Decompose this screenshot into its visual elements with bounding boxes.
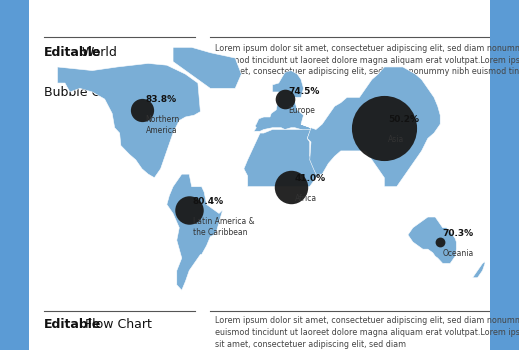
Polygon shape (173, 47, 241, 89)
Text: 83.8%: 83.8% (146, 96, 177, 105)
Point (185, 207, 194, 213)
Text: Latin America &
the Caribbean: Latin America & the Caribbean (193, 217, 254, 237)
Text: 41.0%: 41.0% (295, 174, 326, 183)
Polygon shape (472, 262, 485, 278)
Text: World: World (81, 46, 117, 58)
Text: 80.4%: 80.4% (193, 197, 224, 206)
Polygon shape (167, 174, 223, 290)
Polygon shape (254, 71, 311, 133)
Text: Lorem ipsum dolor sit amet, consectetuer adipiscing elit, sed diam nonummy nibh
: Lorem ipsum dolor sit amet, consectetuer… (215, 44, 519, 76)
Text: Asia: Asia (388, 135, 404, 144)
Text: Flow Chart: Flow Chart (81, 318, 153, 331)
FancyBboxPatch shape (490, 0, 519, 350)
Polygon shape (301, 67, 440, 187)
Text: 74.5%: 74.5% (289, 86, 320, 96)
Text: Lorem ipsum dolor sit amet, consectetuer adipiscing elit, sed diam nonummy nibh
: Lorem ipsum dolor sit amet, consectetuer… (215, 316, 519, 349)
Polygon shape (408, 217, 456, 264)
Point (380, 125, 388, 131)
Text: Oceania: Oceania (443, 249, 474, 258)
FancyBboxPatch shape (0, 0, 29, 350)
Text: 70.3%: 70.3% (443, 230, 474, 238)
Point (287, 184, 295, 189)
Text: Editable: Editable (44, 46, 102, 58)
Text: Europe: Europe (289, 106, 316, 115)
Polygon shape (58, 63, 200, 178)
Point (281, 96, 289, 102)
Text: Bubble Chart: Bubble Chart (44, 86, 126, 99)
Text: Northern
America: Northern America (146, 115, 180, 135)
Text: Africa: Africa (295, 194, 317, 203)
Polygon shape (244, 130, 321, 187)
Point (436, 239, 444, 245)
Text: Editable: Editable (44, 318, 102, 331)
Point (138, 107, 146, 113)
Text: 50.2%: 50.2% (388, 115, 419, 124)
